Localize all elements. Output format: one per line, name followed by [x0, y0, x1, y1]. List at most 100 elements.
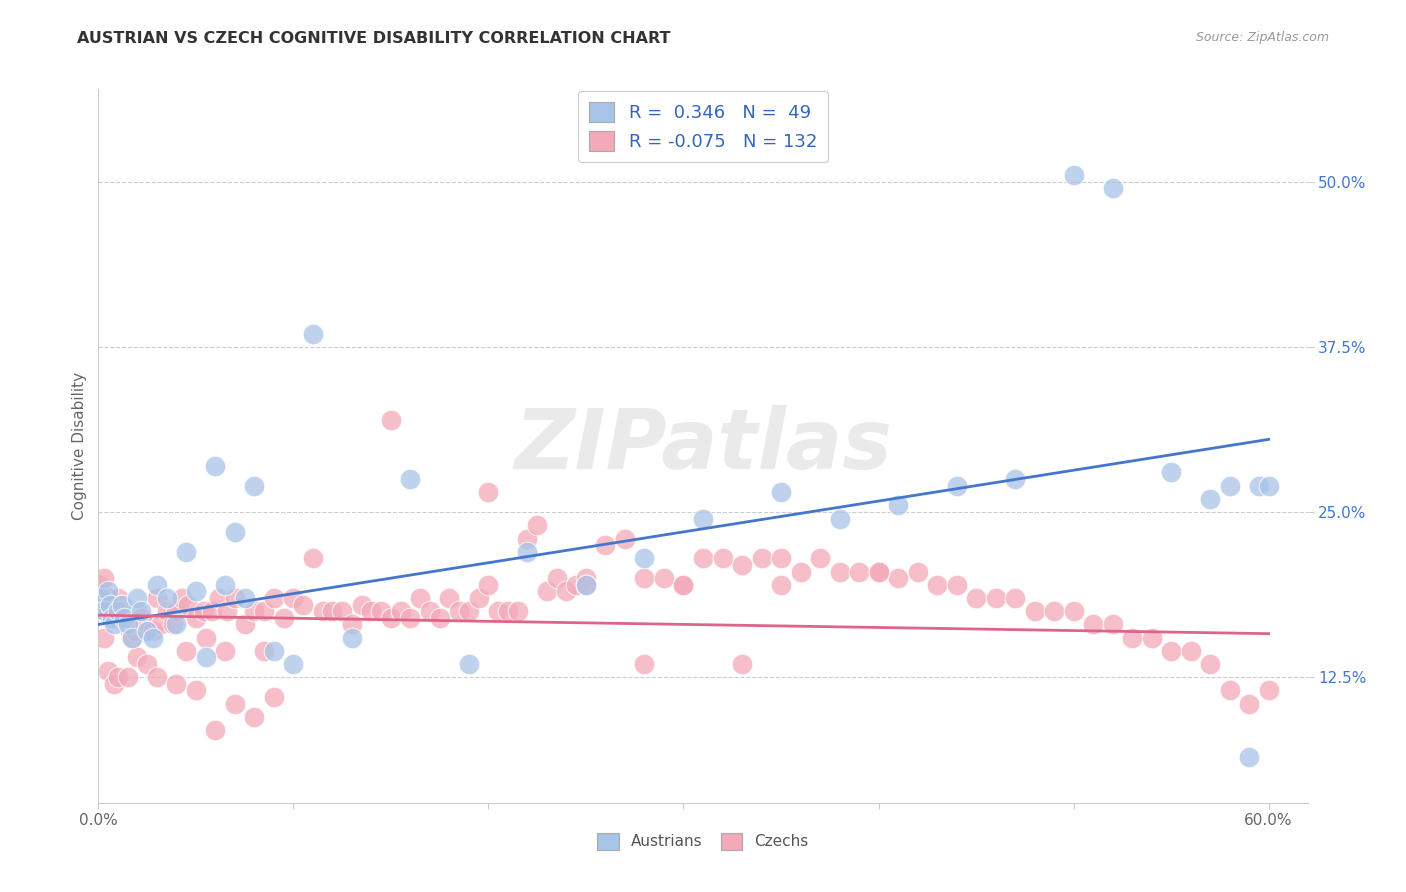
- Point: [165, 677, 187, 691]
- Point: [217, 604, 239, 618]
- Point: [731, 558, 754, 572]
- Point: [283, 657, 305, 671]
- Point: [1101, 617, 1123, 632]
- Point: [380, 412, 402, 426]
- Point: [93, 571, 115, 585]
- Point: [1199, 491, 1222, 506]
- Point: [162, 617, 184, 632]
- Point: [477, 578, 499, 592]
- Point: [467, 591, 489, 605]
- Point: [117, 670, 139, 684]
- Point: [108, 598, 131, 612]
- Point: [312, 604, 335, 618]
- Point: [142, 631, 165, 645]
- Point: [399, 611, 422, 625]
- Point: [243, 710, 266, 724]
- Point: [672, 578, 695, 592]
- Point: [965, 591, 987, 605]
- Point: [1063, 168, 1085, 182]
- Point: [1063, 604, 1085, 618]
- Point: [184, 683, 207, 698]
- Point: [945, 578, 967, 592]
- Point: [887, 571, 910, 585]
- Point: [112, 611, 135, 625]
- Point: [389, 604, 412, 618]
- Point: [146, 591, 169, 605]
- Point: [127, 591, 149, 605]
- Point: [486, 604, 509, 618]
- Point: [1121, 631, 1143, 645]
- Point: [193, 604, 215, 618]
- Point: [1081, 617, 1104, 632]
- Point: [214, 644, 236, 658]
- Point: [1101, 181, 1123, 195]
- Point: [253, 644, 276, 658]
- Point: [174, 644, 197, 658]
- Point: [321, 604, 343, 618]
- Point: [131, 611, 153, 625]
- Point: [127, 650, 149, 665]
- Point: [96, 591, 118, 605]
- Point: [1004, 591, 1026, 605]
- Point: [184, 611, 207, 625]
- Point: [104, 604, 127, 618]
- Point: [233, 617, 256, 632]
- Point: [1180, 644, 1202, 658]
- Point: [136, 624, 159, 638]
- Point: [516, 545, 538, 559]
- Point: [134, 617, 156, 632]
- Point: [184, 584, 207, 599]
- Point: [848, 565, 870, 579]
- Point: [477, 485, 499, 500]
- Point: [429, 611, 451, 625]
- Point: [526, 518, 548, 533]
- Point: [91, 591, 114, 605]
- Point: [868, 565, 890, 579]
- Point: [887, 499, 910, 513]
- Point: [93, 604, 115, 618]
- Point: [565, 578, 588, 592]
- Point: [107, 591, 129, 605]
- Point: [340, 617, 363, 632]
- Point: [111, 598, 134, 612]
- Point: [124, 624, 146, 638]
- Point: [1219, 478, 1241, 492]
- Point: [98, 591, 121, 605]
- Point: [127, 604, 149, 618]
- Point: [208, 591, 231, 605]
- Point: [769, 578, 792, 592]
- Point: [419, 604, 441, 618]
- Point: [1160, 466, 1182, 480]
- Text: ZIPatlas: ZIPatlas: [515, 406, 891, 486]
- Point: [273, 611, 295, 625]
- Point: [370, 604, 392, 618]
- Point: [672, 578, 695, 592]
- Point: [136, 657, 159, 671]
- Point: [263, 644, 285, 658]
- Point: [224, 591, 246, 605]
- Point: [506, 604, 529, 618]
- Point: [302, 326, 325, 341]
- Point: [194, 631, 217, 645]
- Point: [283, 591, 305, 605]
- Point: [828, 511, 851, 525]
- Point: [156, 591, 179, 605]
- Point: [138, 624, 160, 638]
- Point: [91, 591, 114, 605]
- Point: [496, 604, 519, 618]
- Point: [121, 631, 143, 645]
- Point: [1247, 478, 1270, 492]
- Point: [101, 611, 124, 625]
- Legend: Austrians, Czechs: Austrians, Czechs: [591, 827, 815, 855]
- Point: [1199, 657, 1222, 671]
- Point: [789, 565, 811, 579]
- Point: [633, 571, 655, 585]
- Point: [98, 598, 121, 612]
- Point: [1257, 478, 1279, 492]
- Point: [633, 551, 655, 566]
- Point: [103, 611, 125, 625]
- Point: [292, 598, 315, 612]
- Point: [633, 657, 655, 671]
- Point: [118, 624, 141, 638]
- Point: [121, 631, 143, 645]
